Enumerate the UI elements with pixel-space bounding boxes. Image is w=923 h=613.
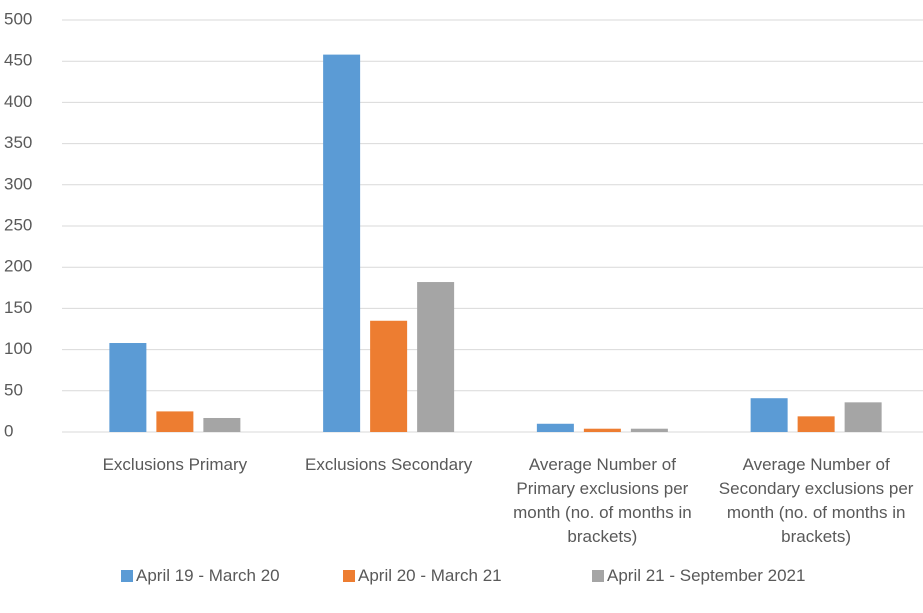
legend-item: April 21 - September 2021	[592, 566, 805, 586]
bar	[370, 320, 408, 432]
y-tick-label: 100	[4, 339, 32, 358]
bar	[630, 428, 668, 432]
y-tick-label: 500	[4, 9, 32, 28]
bar	[417, 282, 455, 432]
y-tick-label: 450	[4, 51, 32, 70]
y-tick-label: 300	[4, 174, 32, 193]
bar	[109, 343, 147, 432]
x-tick-label: Exclusions Primary	[102, 455, 248, 474]
x-tick-label: Exclusions Secondary	[304, 455, 473, 474]
bar	[323, 54, 361, 432]
y-tick-label: 50	[4, 380, 23, 399]
bar	[583, 428, 621, 432]
x-tick-label: Average Number of Secondary exclusions p…	[718, 455, 914, 546]
bar	[750, 398, 788, 432]
y-tick-label: 250	[4, 215, 32, 234]
y-tick-label: 200	[4, 257, 32, 276]
legend-item: April 20 - March 21	[343, 566, 502, 586]
legend-label: April 20 - March 21	[358, 566, 502, 585]
legend-swatch	[343, 570, 355, 582]
bar	[844, 402, 882, 432]
y-tick-label: 350	[4, 133, 32, 152]
legend-item: April 19 - March 20	[121, 566, 280, 586]
y-tick-label: 0	[4, 421, 13, 440]
bar	[536, 423, 574, 432]
legend-label: April 21 - September 2021	[607, 566, 806, 585]
y-tick-label: 400	[4, 92, 32, 111]
legend-label: April 19 - March 20	[136, 566, 280, 585]
bar	[203, 417, 241, 432]
y-tick-label: 150	[4, 298, 32, 317]
bar	[156, 411, 194, 432]
legend-swatch	[121, 570, 133, 582]
bar	[797, 416, 835, 432]
x-tick-label: Average Number of Primary exclusions per…	[513, 455, 692, 546]
legend-swatch	[592, 570, 604, 582]
